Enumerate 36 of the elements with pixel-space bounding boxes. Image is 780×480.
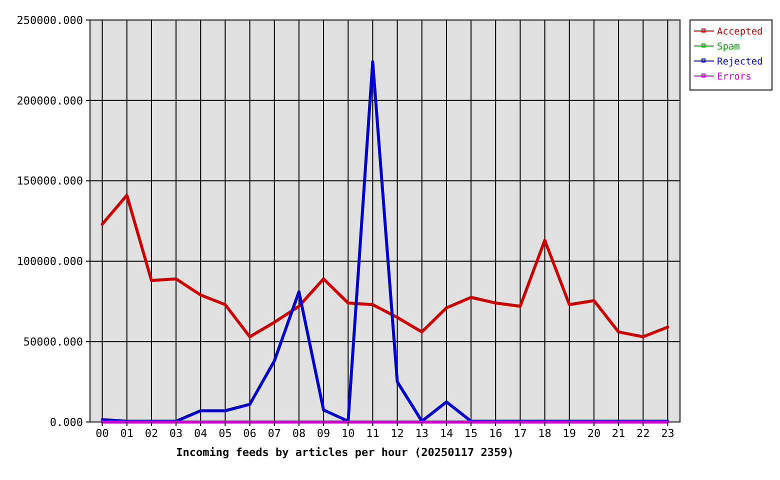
x-axis-title: Incoming feeds by articles per hour (20250117 2359) [176, 446, 514, 459]
y-tick-label: 0.000 [50, 416, 83, 429]
x-tick-label: 02 [144, 427, 158, 440]
x-tick-label: 01 [120, 427, 134, 440]
x-tick-label: 00 [96, 427, 109, 440]
x-tick-label: 21 [612, 427, 626, 440]
x-tick-label: 13 [415, 427, 428, 440]
legend-label: Accepted [717, 26, 763, 38]
x-tick-label: 20 [587, 427, 601, 440]
x-tick-label: 22 [636, 427, 650, 440]
x-tick-label: 09 [316, 427, 330, 440]
line-series [100, 194, 670, 338]
x-tick-label: 05 [218, 427, 232, 440]
x-tick-label: 07 [268, 427, 281, 440]
x-tick-label: 16 [489, 427, 502, 440]
x-tick-label: 12 [390, 427, 404, 440]
x-tick-label: 14 [440, 427, 454, 440]
x-tick-label: 03 [169, 427, 183, 440]
legend-label: Rejected [717, 56, 763, 68]
x-tick-label: 23 [661, 427, 674, 440]
y-tick-label: 150000.000 [16, 174, 83, 188]
x-tick-label: 19 [562, 427, 576, 440]
y-tick-label: 100000.000 [16, 255, 83, 268]
y-tick-label: 200000.000 [16, 94, 83, 108]
x-tick-label: 18 [538, 427, 552, 440]
x-tick-label: 11 [366, 427, 380, 440]
x-tick-label: 10 [342, 427, 355, 440]
legend-label: Errors [717, 71, 752, 82]
legend-label: Spam [717, 41, 740, 52]
x-tick-label: 08 [292, 427, 306, 440]
y-tick-label: 50000.000 [23, 335, 83, 348]
y-tick-label: 250000.000 [16, 14, 83, 27]
x-tick-label: 17 [514, 427, 527, 440]
x-tick-label: 15 [464, 427, 478, 440]
x-tick-label: 06 [243, 427, 256, 440]
x-tick-label: 04 [194, 427, 208, 440]
